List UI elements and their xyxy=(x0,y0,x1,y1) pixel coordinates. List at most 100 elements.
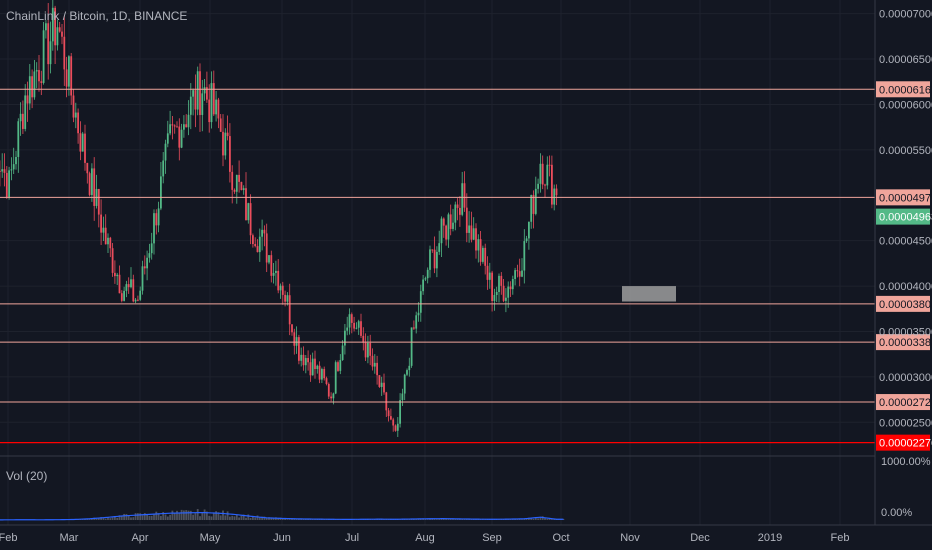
candle-body xyxy=(33,71,36,98)
candle-body xyxy=(295,337,298,346)
price-tag-label: 0.00003383 xyxy=(879,337,932,349)
volume-bar xyxy=(95,518,98,520)
time-axis[interactable]: Feb Mar Apr May Jun Jul Aug Sep Oct Nov Dec 2019 Feb xyxy=(0,532,849,544)
chart-title: ChainLink / Bitcoin, 1D, BINANCE xyxy=(6,9,188,23)
candle-body xyxy=(341,345,344,361)
candle-body xyxy=(279,285,282,291)
volume-bar xyxy=(293,519,296,520)
candle-body xyxy=(488,272,491,280)
candle-body xyxy=(495,292,498,296)
candle-body xyxy=(350,314,353,323)
candle-body xyxy=(17,121,20,157)
candle-body xyxy=(465,207,468,233)
candle-body xyxy=(505,297,507,301)
volume-bar xyxy=(153,514,155,520)
candle-body xyxy=(130,279,132,288)
volume-bar xyxy=(150,515,153,520)
candle-body xyxy=(231,171,234,190)
volume-bar xyxy=(132,517,135,520)
volume-bar xyxy=(148,515,151,520)
candle-body xyxy=(5,172,8,198)
candle-body xyxy=(396,423,399,431)
candle-body xyxy=(484,247,487,266)
candle-body xyxy=(433,249,436,269)
candle-body xyxy=(45,23,47,31)
price-tag-label: 0.00006167 xyxy=(879,84,932,96)
price-tag-bg xyxy=(876,334,930,351)
volume-axis: 1000.00% 0.00% xyxy=(881,456,931,519)
candle-body xyxy=(394,425,397,431)
price-axis-tick-label: 0.00004000 xyxy=(879,281,932,293)
candle-body xyxy=(385,392,388,411)
candle-body xyxy=(157,208,160,226)
candle-body xyxy=(210,83,213,123)
volume-bar xyxy=(127,515,130,520)
volume-bar xyxy=(141,515,144,520)
candle-body xyxy=(247,203,250,221)
candle-body xyxy=(22,113,24,129)
candle-body xyxy=(445,225,447,240)
volume-bar xyxy=(176,510,178,520)
candle-body xyxy=(288,295,291,325)
candle-body xyxy=(84,133,86,163)
candle-body xyxy=(332,393,335,399)
candle-body xyxy=(325,378,328,384)
candle-body xyxy=(277,270,280,291)
candle-body xyxy=(173,125,176,127)
candle-body xyxy=(88,173,91,195)
volume-bar xyxy=(203,509,206,520)
volume-bar xyxy=(240,515,243,520)
candle-body xyxy=(63,36,66,70)
volume-bar xyxy=(224,515,227,520)
volume-bar xyxy=(254,517,257,520)
volume-bar xyxy=(537,518,539,520)
volume-bar xyxy=(252,515,254,520)
candle-body xyxy=(327,383,330,397)
price-axis-tick-label: 0.00006000 xyxy=(879,99,932,111)
candle-body xyxy=(42,30,45,83)
candle-body xyxy=(19,113,22,122)
volume-bar xyxy=(530,518,533,520)
candle-body xyxy=(206,87,208,100)
candle-body xyxy=(348,314,351,328)
volume-bar xyxy=(171,510,174,520)
candle-body xyxy=(137,299,139,301)
candle-body xyxy=(226,132,229,137)
candle-body xyxy=(93,168,96,206)
candle-body xyxy=(417,312,420,316)
volume-bar xyxy=(272,517,275,520)
candle-body xyxy=(516,270,519,272)
candle-body xyxy=(180,129,183,148)
candle-body xyxy=(212,83,215,115)
candle-body xyxy=(148,253,151,258)
candle-body xyxy=(507,286,510,298)
candle-body xyxy=(265,233,268,263)
candle-body xyxy=(164,143,167,161)
volume-axis-top-label: 1000.00% xyxy=(881,456,931,468)
price-axis-tick-label: 0.00003500 xyxy=(879,326,932,338)
volume-bar xyxy=(217,512,220,520)
volume-bar xyxy=(137,513,139,520)
candle-body xyxy=(544,184,546,186)
candle-body xyxy=(240,181,243,191)
candle-body xyxy=(360,321,362,336)
price-axis-tick-label: 0.00003000 xyxy=(879,372,932,384)
time-axis-tick-label: Feb xyxy=(0,532,17,544)
volume-bar xyxy=(146,514,148,520)
candle-body xyxy=(387,410,390,417)
candle-body xyxy=(79,133,82,152)
candle-body xyxy=(229,136,231,172)
time-axis-tick-label: May xyxy=(200,532,221,544)
candle-body xyxy=(86,162,89,174)
price-axis[interactable]: 0.00006167 0.00004977 0.00003804 0.00003383… xyxy=(876,9,932,451)
candle-body xyxy=(1,169,4,172)
candle-body xyxy=(49,41,52,65)
volume-bar xyxy=(212,512,215,520)
volume-bar xyxy=(286,519,289,520)
candle-body xyxy=(169,124,171,134)
time-axis-tick-label: Jul xyxy=(345,532,359,544)
candle-body xyxy=(399,400,401,424)
price-tag-label: 0.00002723 xyxy=(879,397,932,409)
highlight-zone[interactable] xyxy=(622,286,676,302)
